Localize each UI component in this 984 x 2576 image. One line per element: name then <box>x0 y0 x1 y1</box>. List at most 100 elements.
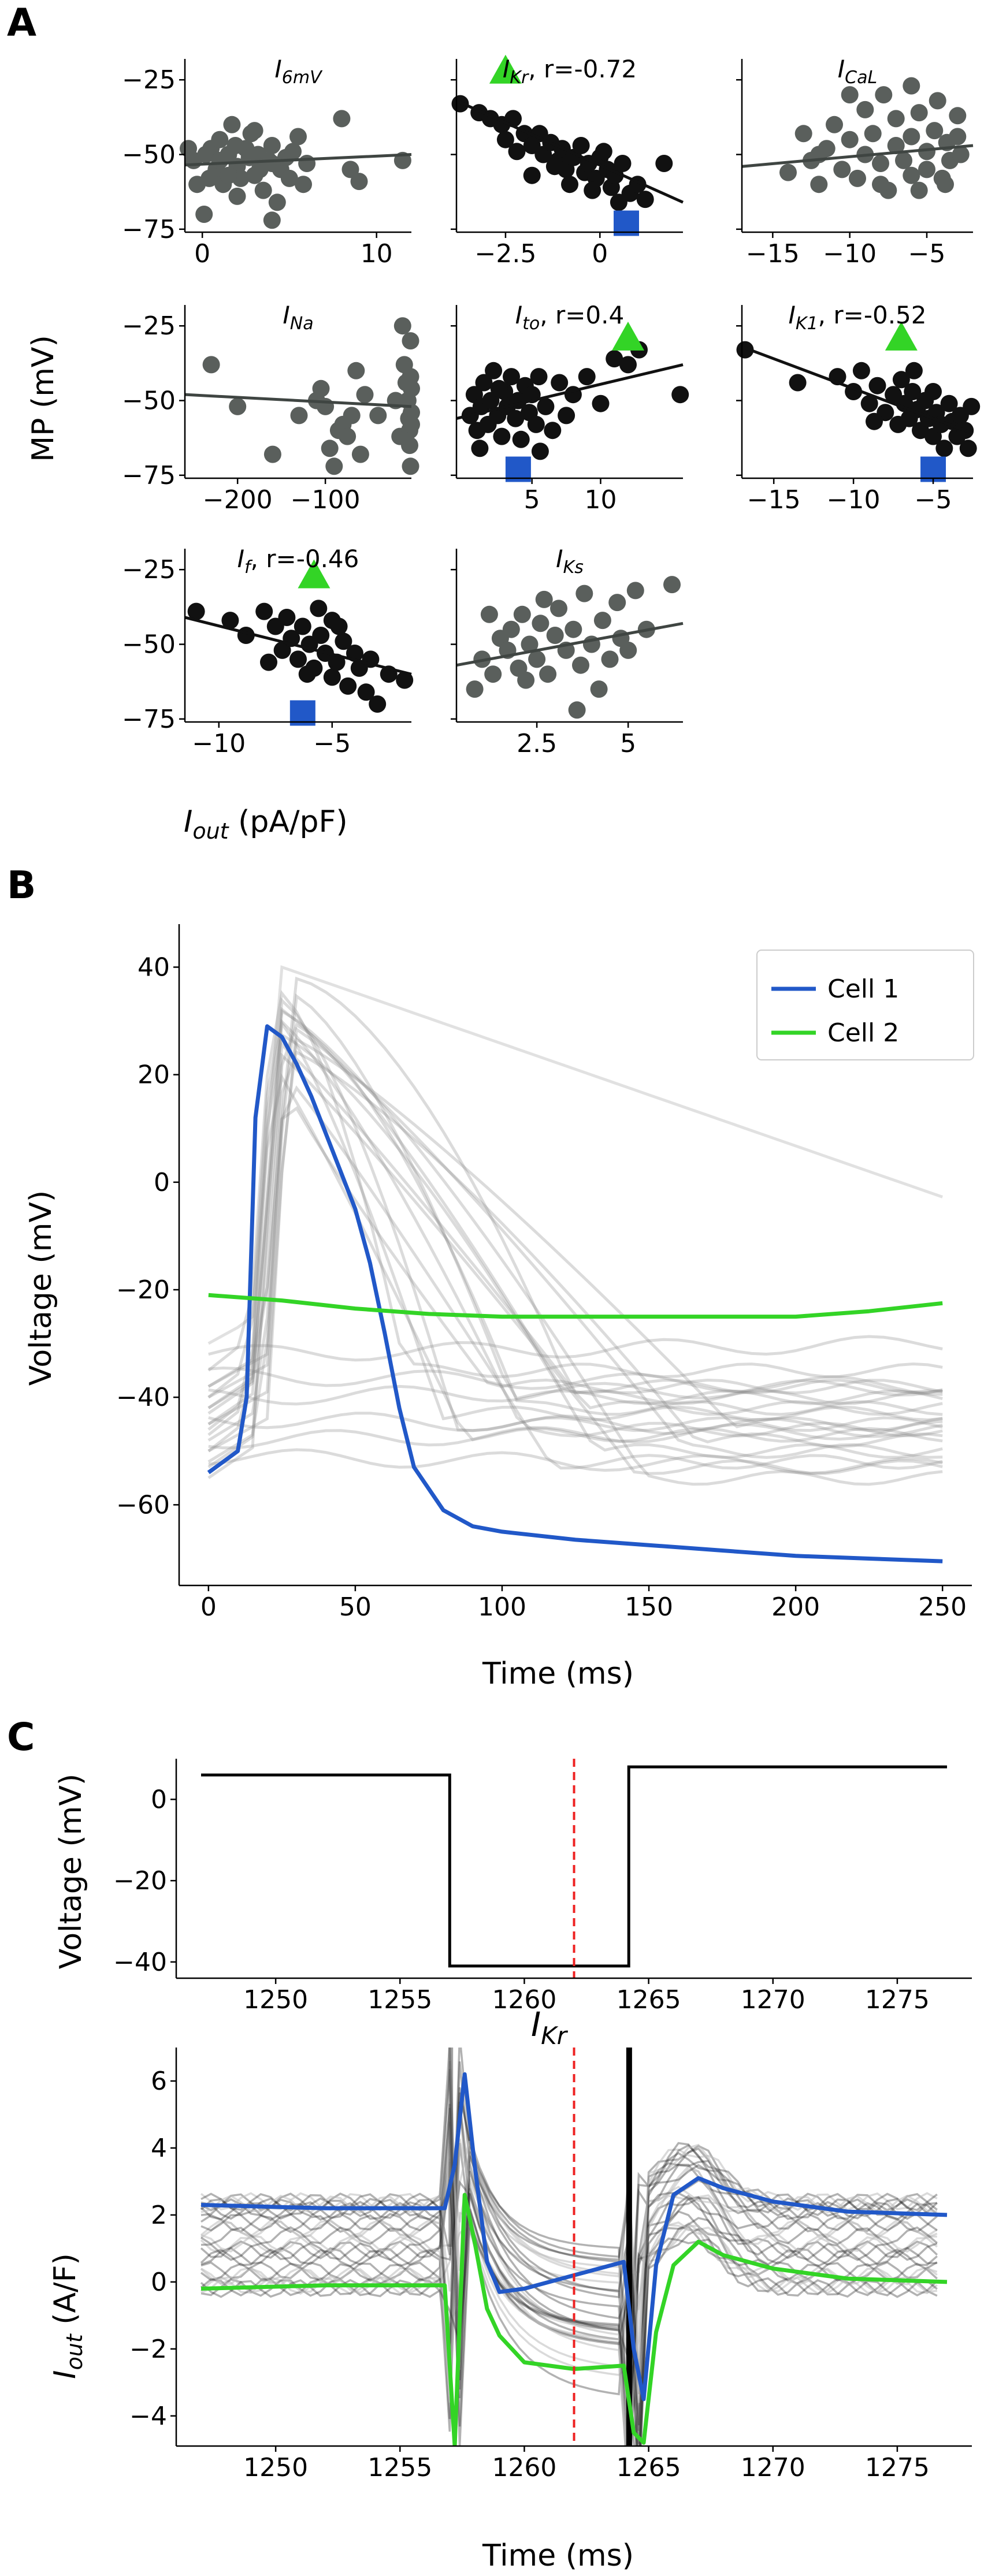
data-point <box>341 161 359 178</box>
data-point <box>393 317 411 335</box>
panel-a-subplot-x-tick-label: −200 <box>203 485 273 515</box>
population-trace <box>207 1032 943 1459</box>
regression-line <box>455 99 684 204</box>
regression-line <box>184 153 412 167</box>
population-trace <box>207 1019 943 1421</box>
data-point <box>226 137 244 154</box>
population-trace <box>207 1073 943 1443</box>
data-point <box>357 683 375 701</box>
data-point <box>268 193 286 211</box>
data-point <box>904 383 922 400</box>
panel-a-subplot-x-tick-label: −2.5 <box>475 239 537 269</box>
series-line-cell-2 <box>200 2192 948 2446</box>
data-point <box>403 379 420 397</box>
data-point <box>558 407 575 425</box>
panel-b-y-tick-label: −60 <box>116 1490 170 1520</box>
data-point <box>187 602 205 620</box>
panel-a-subplot-x-tick-label: −10 <box>827 485 881 515</box>
data-point <box>924 383 942 400</box>
data-point <box>339 427 357 445</box>
scatter-subplot-i-na: −200 −100 −75 −50 −25 INa <box>122 301 420 515</box>
data-point <box>369 695 387 713</box>
data-point <box>532 615 549 632</box>
panel-a-subplot-x-tick-label: 0 <box>194 239 210 269</box>
subplot-title: ICaL <box>838 55 877 88</box>
panel-a-x-axis-label: Iout (pA/pF) <box>184 805 348 844</box>
data-point <box>200 169 218 187</box>
capacitive-artifact-bar <box>626 2048 632 2446</box>
data-point <box>550 600 567 617</box>
panel-c-top-y-tick-label: 0 <box>151 1785 167 1814</box>
data-point <box>905 362 923 379</box>
population-current-trace <box>200 2151 938 2426</box>
data-point <box>330 617 348 635</box>
data-point <box>480 605 498 623</box>
data-point <box>289 128 307 146</box>
data-point <box>590 680 608 698</box>
panel-b-y-tick-label: 0 <box>154 1168 170 1197</box>
population-trace <box>207 976 943 1395</box>
population-current-trace <box>200 2221 938 2446</box>
population-current-trace <box>200 2138 937 2446</box>
panel-a-subplot-x-tick-label: −10 <box>192 729 246 758</box>
panel-c-bottom-y-tick-label: 0 <box>151 2268 167 2297</box>
data-point <box>508 143 526 161</box>
data-point <box>535 590 553 608</box>
data-point <box>284 143 302 161</box>
panel-a-subplot-x-tick-label: −15 <box>747 485 801 515</box>
panel-b-x-tick-label: 100 <box>478 1592 526 1622</box>
panel-c-x-axis-label: Time (ms) <box>482 2538 634 2573</box>
population-trace <box>207 1050 943 1449</box>
panel-c-top-y-tick-label: −40 <box>113 1948 167 1977</box>
data-point <box>493 427 511 445</box>
panel-a-subplot-x-tick-label: −15 <box>746 239 800 269</box>
data-point <box>949 128 967 146</box>
ikr-annotation: IKr <box>531 2005 569 2050</box>
data-point <box>221 612 239 630</box>
panel-a-subplot-x-tick-label: 5 <box>524 485 540 515</box>
data-point <box>280 169 298 187</box>
data-point <box>539 665 557 683</box>
data-point <box>606 350 623 368</box>
panel-b-y-tick-label: −20 <box>116 1275 170 1305</box>
panel-a-subplot-x-tick-label: −10 <box>823 239 877 269</box>
data-point <box>852 362 870 379</box>
panel-a-subplot-y-tick-label: −75 <box>122 461 176 490</box>
scatter-subplot-i-cal: −15 −10 −5 ICaL <box>736 55 974 269</box>
panel-a-subplot-x-tick-label: 10 <box>584 485 617 515</box>
data-point <box>512 430 530 448</box>
panel-c-bottom-y-tick-label: −4 <box>129 2402 167 2431</box>
panel-c-bottom-x-tick-label: 1265 <box>617 2453 681 2482</box>
subplot-title: IKr, r=-0.72 <box>503 55 637 88</box>
panel-b-x-tick-label: 200 <box>771 1592 820 1622</box>
data-point <box>229 397 247 415</box>
panel-c-bottom-x-tick-label: 1260 <box>492 2453 556 2482</box>
data-point <box>351 445 369 463</box>
data-point <box>295 176 312 193</box>
data-point <box>402 332 419 350</box>
population-current-trace <box>200 2069 938 2444</box>
population-current-trace <box>200 2120 938 2310</box>
panel-b-x-tick-label: 150 <box>625 1592 673 1622</box>
population-trace <box>207 1041 943 1416</box>
population-trace <box>208 1379 943 1406</box>
data-point <box>794 125 812 143</box>
scatter-subplot-i-6mv: 0 10 −75 −50 −25 I6mV <box>122 55 412 269</box>
data-point <box>736 341 754 359</box>
population-current-trace <box>200 2092 938 2346</box>
panel-c-bottom-y-tick-label: 2 <box>151 2201 167 2230</box>
data-point <box>546 627 564 644</box>
panel-b-x-axis-label: Time (ms) <box>482 1656 634 1691</box>
population-current-trace <box>200 2061 938 2426</box>
data-point <box>290 407 308 425</box>
panel-b-x-tick-label: 0 <box>200 1592 217 1622</box>
panel-a-subplot-y-tick-label: −25 <box>122 65 176 95</box>
data-point <box>251 161 269 178</box>
data-point <box>608 594 626 612</box>
population-trace <box>207 989 943 1379</box>
data-point <box>910 181 928 199</box>
data-point <box>592 394 610 412</box>
panel-a-subplot-y-tick-label: −50 <box>122 140 176 170</box>
data-point <box>521 635 539 653</box>
